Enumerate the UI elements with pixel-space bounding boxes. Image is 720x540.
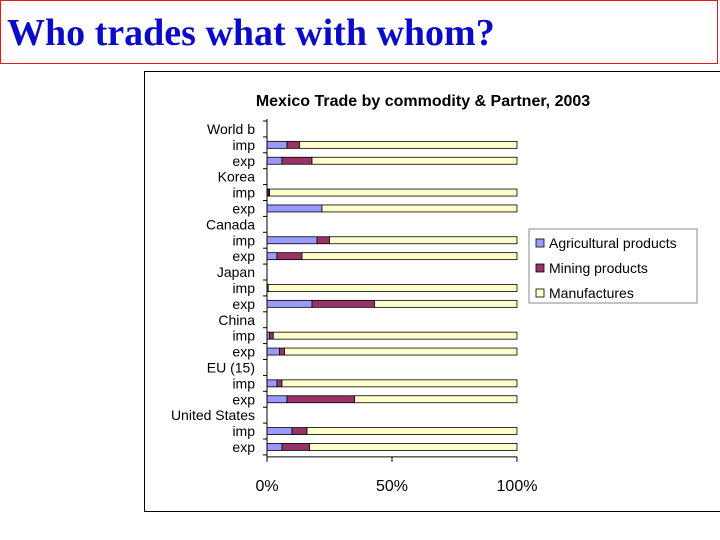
bar-segment [309, 443, 518, 451]
row-label: imp [232, 185, 255, 201]
chart-title: Mexico Trade by commodity & Partner, 200… [256, 93, 590, 110]
bar-segment [266, 427, 293, 435]
row-label: World b [207, 121, 255, 137]
bar-segment [266, 299, 313, 308]
legend-swatch [535, 238, 545, 248]
bar-segment [284, 347, 518, 356]
bar-segment [281, 156, 313, 165]
bar-segment [269, 331, 274, 340]
slide-title: Who trades what with whom? [7, 12, 495, 54]
row-label: imp [232, 232, 255, 248]
bar-segment [329, 236, 518, 245]
row-label: China [218, 312, 255, 328]
bar-segment [266, 236, 318, 245]
row-label: United States [171, 407, 255, 423]
row-label: imp [232, 280, 255, 296]
bar-segment [266, 204, 323, 213]
bar-segment [279, 347, 285, 356]
bar-segment [276, 252, 303, 261]
bar-segment [266, 443, 283, 451]
row-label: exp [232, 248, 255, 264]
bar-segment [266, 379, 278, 388]
bar-segment [266, 252, 278, 261]
bar-segment [276, 379, 283, 388]
bar-segment [291, 427, 308, 435]
row-label: exp [232, 344, 255, 360]
x-tick-label: 50% [376, 478, 408, 495]
row-label: imp [232, 423, 255, 439]
bar-segment [311, 156, 518, 165]
x-tick-label: 0% [255, 478, 278, 495]
legend-label: Agricultural products [549, 235, 677, 251]
bar-segment [306, 427, 518, 435]
bar-segment [272, 331, 518, 340]
legend-label: Mining products [549, 260, 648, 276]
bar-segment [354, 395, 518, 404]
row-label: exp [232, 391, 255, 407]
bar-segment [281, 379, 518, 388]
bar-segment [266, 395, 288, 404]
row-label: EU (15) [207, 359, 255, 375]
row-label: imp [232, 328, 255, 344]
legend-box [528, 228, 698, 304]
mexico-trade-chart: Mexico Trade by commodity & Partner, 200… [171, 93, 698, 495]
bar-segment [269, 188, 518, 197]
row-label: exp [232, 153, 255, 169]
bar-segment [311, 299, 375, 308]
legend-swatch [535, 288, 545, 298]
row-label: Japan [217, 264, 255, 280]
bar-segment [316, 236, 330, 245]
bar-segment [301, 252, 518, 261]
row-label: Korea [218, 169, 256, 185]
bar-segment [286, 395, 355, 404]
x-tick-label: 100% [497, 478, 538, 495]
row-label: imp [232, 137, 255, 153]
legend-label: Manufactures [549, 285, 634, 301]
slide-title-box: Who trades what with whom? [0, 0, 718, 64]
bar-segment [266, 156, 283, 165]
row-label: exp [232, 439, 255, 455]
bar-segment [281, 443, 310, 451]
legend-swatch [535, 263, 545, 273]
chart-panel: Mexico Trade by commodity & Partner, 200… [144, 71, 720, 512]
bar-segment [374, 299, 518, 308]
bar-segment [267, 284, 518, 292]
bar-segment [266, 347, 280, 356]
row-label: imp [232, 375, 255, 391]
bar-segment [286, 140, 300, 149]
row-label: exp [232, 296, 255, 312]
bar-segment [266, 140, 288, 149]
row-label: exp [232, 200, 255, 216]
row-label: Canada [206, 216, 255, 232]
bar-segment [321, 204, 518, 213]
bar-segment [299, 140, 518, 149]
